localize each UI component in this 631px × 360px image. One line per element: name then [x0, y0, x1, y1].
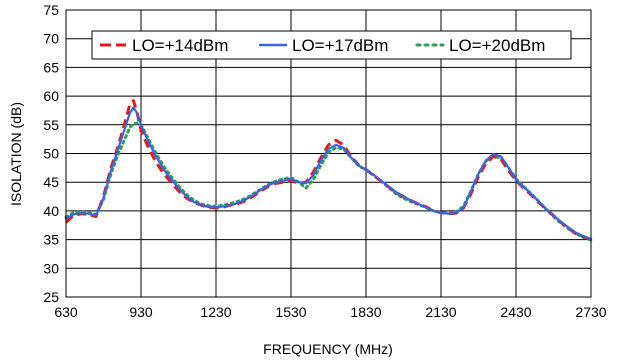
y-tick-label: 45	[43, 174, 59, 190]
plot-area-border	[65, 9, 592, 298]
x-tick-label: 930	[129, 304, 153, 320]
series-line-0	[64, 99, 592, 242]
tick-labels: 25 30 35 40 45 50 55 60 65 70 75 630 930 1230 1530 1830…	[43, 2, 606, 320]
x-tick-label: 2430	[500, 304, 531, 320]
y-tick-label: 70	[43, 31, 59, 47]
legend-label-lo14: LO=+14dBm	[132, 36, 228, 55]
y-tick-label: 65	[43, 59, 59, 75]
x-axis-title: FREQUENCY (MHz)	[263, 341, 393, 357]
y-tick-label: 25	[43, 289, 59, 305]
y-tick-label: 75	[43, 2, 59, 18]
series-line-1	[64, 106, 593, 241]
x-tick-label: 2730	[575, 304, 606, 320]
legend-box	[91, 30, 572, 60]
x-tick-label: 630	[54, 304, 78, 320]
y-tick-label: 60	[43, 88, 59, 104]
x-tick-label: 1230	[200, 304, 231, 320]
legend-label-lo20: LO=+20dBm	[449, 36, 545, 55]
x-tick-label: 1530	[275, 304, 306, 320]
y-tick-label: 35	[43, 232, 59, 248]
y-tick-label: 30	[43, 260, 59, 276]
x-tick-label: 1830	[350, 304, 381, 320]
legend-label-lo17: LO=+17dBm	[292, 36, 388, 55]
y-tick-label: 55	[43, 117, 59, 133]
data-series	[64, 99, 593, 242]
legend: LO=+14dBm LO=+17dBm LO=+20dBm	[91, 30, 572, 60]
y-tick-label: 50	[43, 146, 59, 162]
y-axis-title: ISOLATION (dB)	[8, 102, 24, 206]
y-tick-label: 40	[43, 203, 59, 219]
x-tick-label: 2130	[425, 304, 456, 320]
